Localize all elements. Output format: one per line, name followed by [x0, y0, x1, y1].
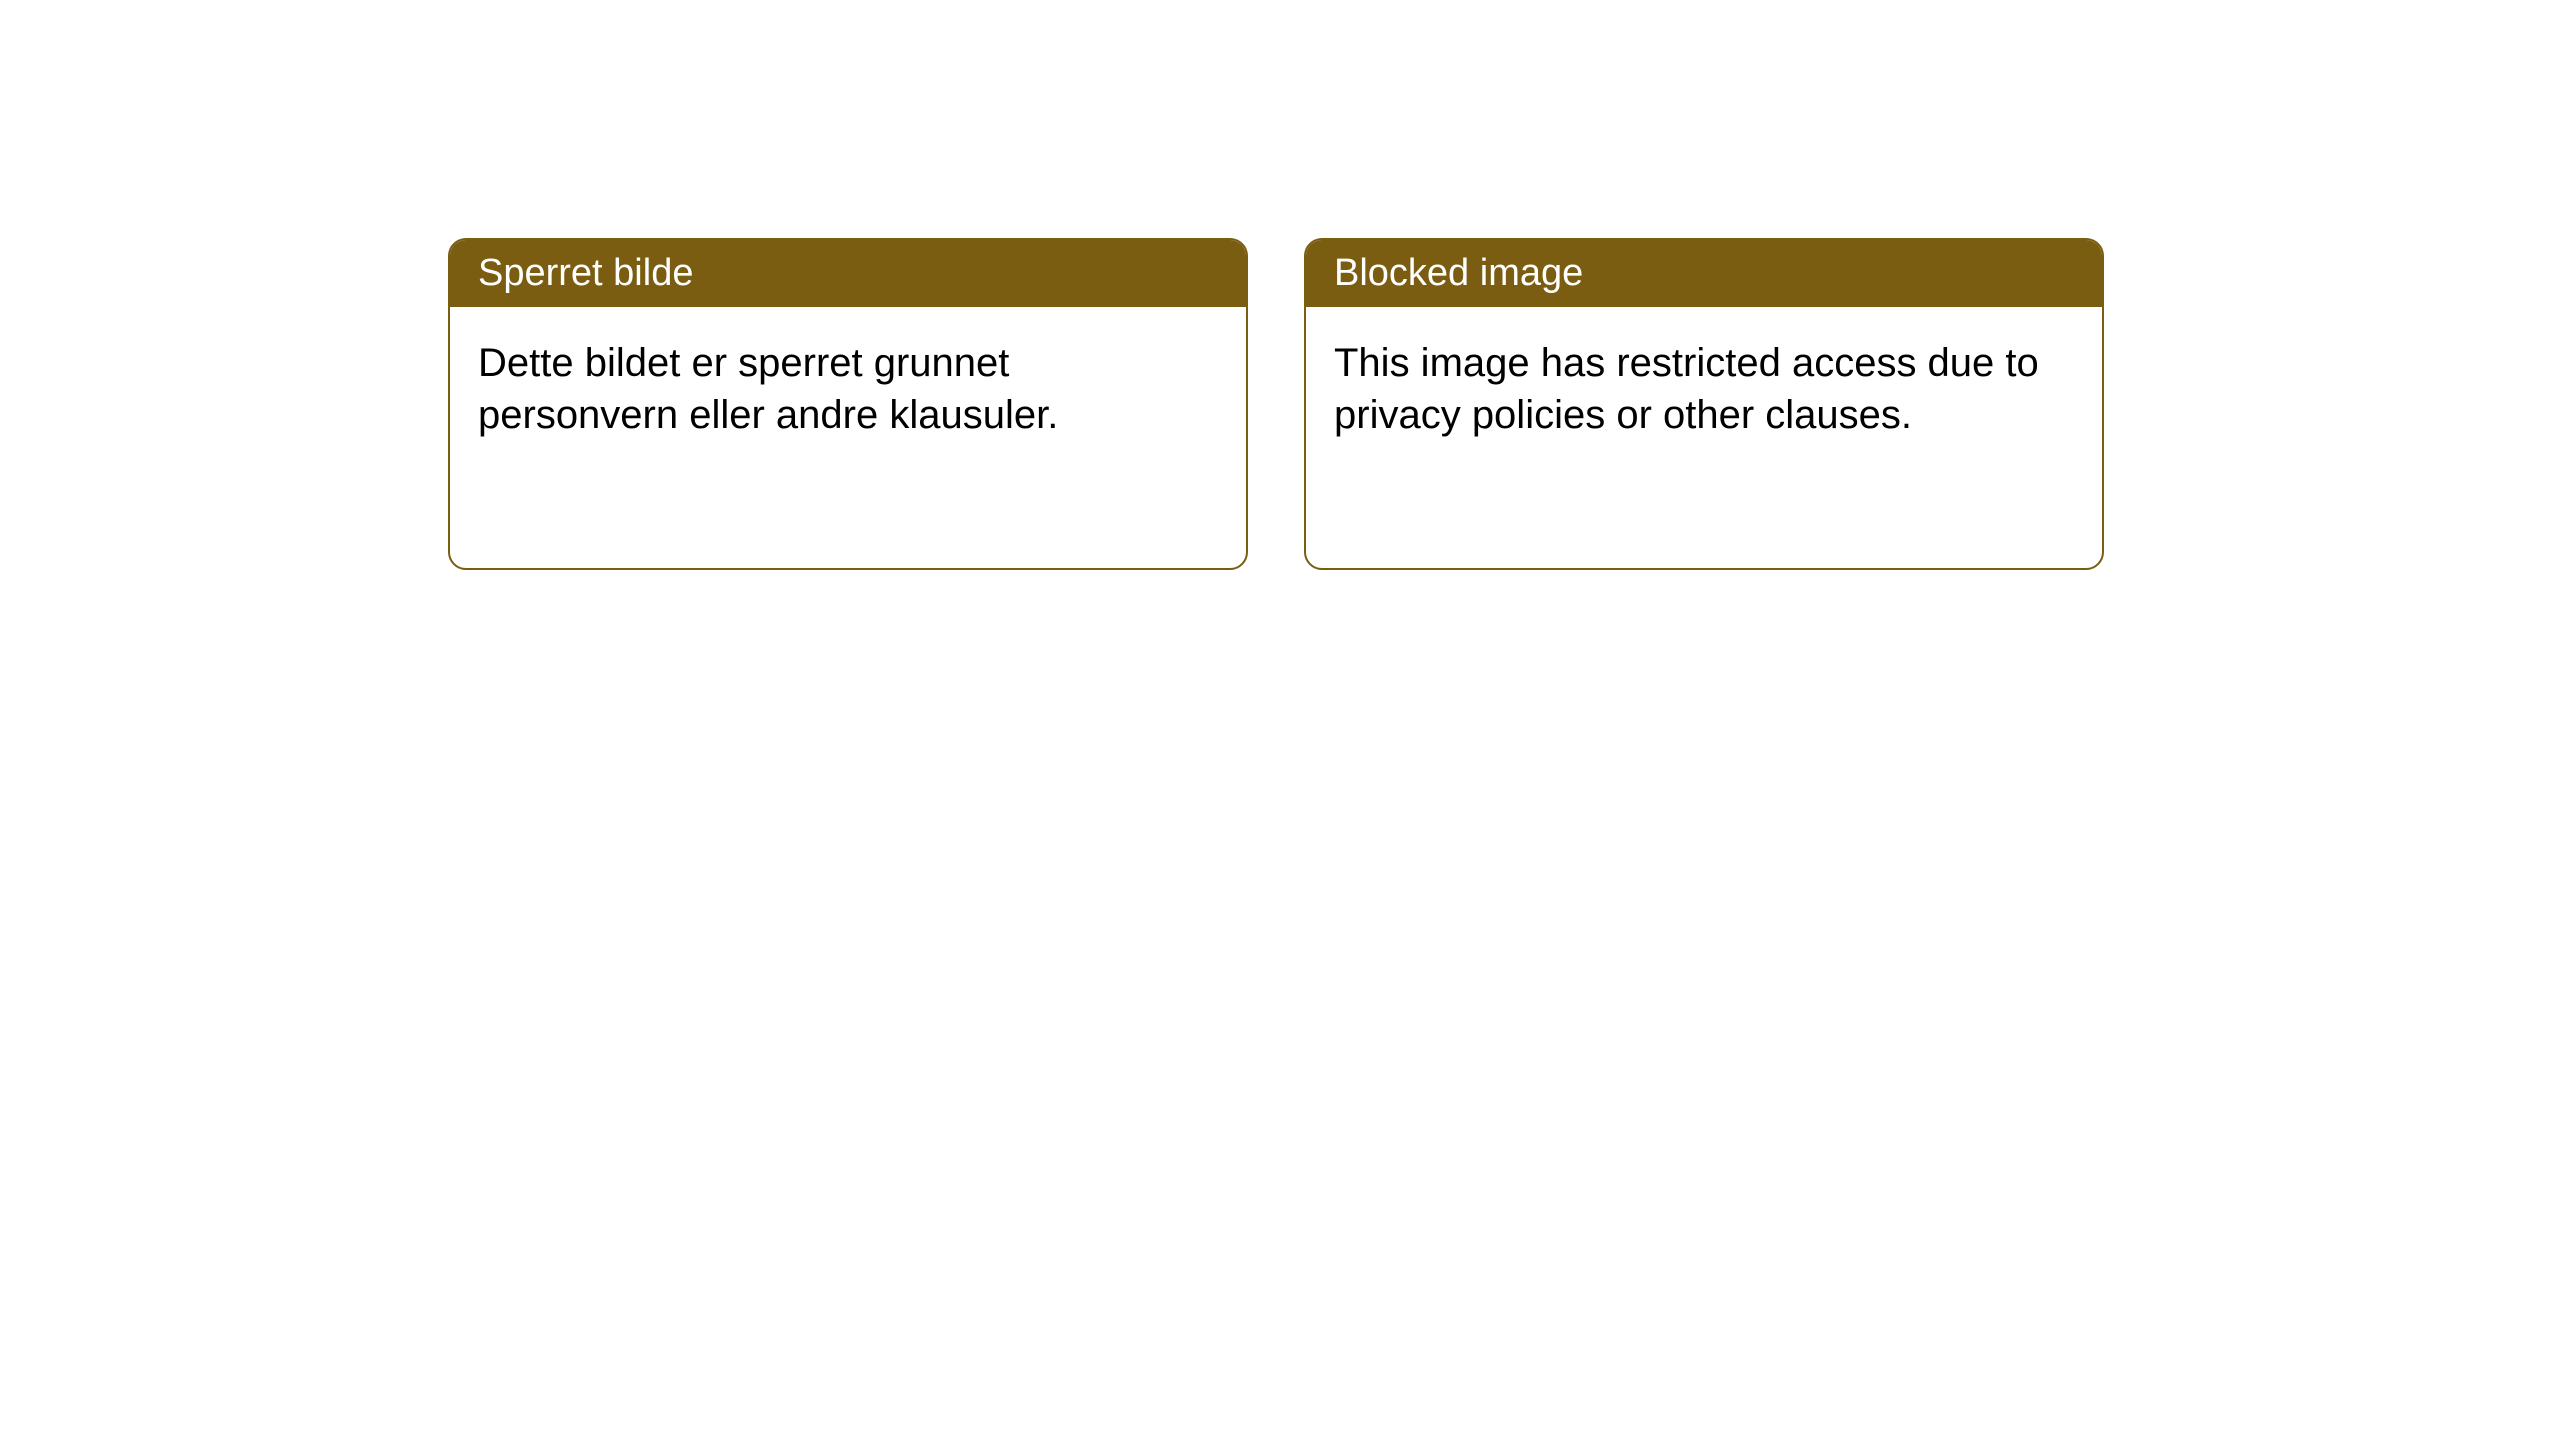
notice-header: Sperret bilde [450, 240, 1246, 307]
notice-header: Blocked image [1306, 240, 2102, 307]
notice-body-text: This image has restricted access due to … [1334, 341, 2039, 437]
notice-title: Blocked image [1334, 252, 1583, 294]
notice-body: Dette bildet er sperret grunnet personve… [450, 307, 1246, 471]
notice-body: This image has restricted access due to … [1306, 307, 2102, 471]
notice-card-norwegian: Sperret bilde Dette bildet er sperret gr… [448, 238, 1248, 570]
notice-card-english: Blocked image This image has restricted … [1304, 238, 2104, 570]
notice-title: Sperret bilde [478, 252, 693, 294]
notice-body-text: Dette bildet er sperret grunnet personve… [478, 341, 1058, 437]
notice-container: Sperret bilde Dette bildet er sperret gr… [448, 238, 2104, 570]
